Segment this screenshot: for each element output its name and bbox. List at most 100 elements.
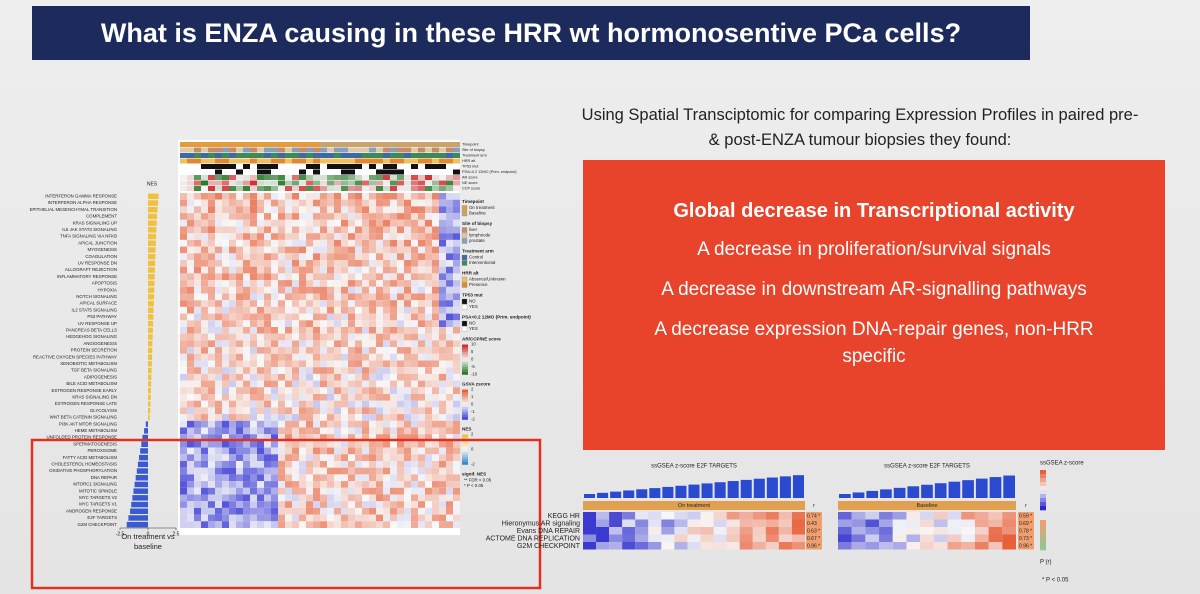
heatmap-cell	[257, 454, 264, 461]
heatmap-cell	[187, 353, 194, 361]
heatmap-cell	[390, 293, 397, 301]
heatmap-cell	[320, 333, 327, 341]
annotation-cell	[229, 153, 236, 158]
annotation-cell	[390, 164, 397, 169]
heatmap-cell	[285, 333, 292, 341]
heatmap-cell	[313, 239, 320, 247]
heatmap-cell	[257, 434, 264, 441]
legend-title: HRR alt	[462, 271, 479, 276]
heatmap-cell	[306, 206, 313, 214]
heatmap-cell	[180, 367, 187, 374]
heatmap-cell	[383, 494, 390, 502]
small-cell	[892, 512, 907, 520]
heatmap-cell	[180, 380, 187, 388]
annotation-cell	[271, 175, 278, 180]
small-cell	[988, 512, 1003, 520]
annotation-label: PSA<0.2 12MO (Prim. endpoint)	[462, 170, 517, 174]
heatmap-cell	[425, 474, 432, 482]
annotation-cell	[390, 158, 397, 164]
small-cell	[687, 527, 701, 535]
small-cell	[713, 527, 727, 535]
small-top-bar	[880, 489, 892, 498]
heatmap-cell	[243, 501, 250, 508]
heatmap-cell	[446, 360, 453, 368]
heatmap-cell	[425, 313, 432, 321]
heatmap-cell	[432, 487, 439, 495]
heatmap-cell	[271, 233, 278, 240]
heatmap-cell	[243, 380, 250, 388]
heatmap-cell	[390, 440, 397, 448]
annotation-cell	[187, 158, 194, 164]
legend-label: liver	[469, 227, 478, 232]
annotation-cell	[453, 158, 460, 164]
small-cell	[765, 519, 779, 527]
small-cell	[765, 534, 779, 542]
heatmap-cell	[180, 501, 187, 508]
scale-step	[462, 447, 468, 450]
scale-step	[462, 347, 468, 350]
heatmap-cell	[334, 266, 341, 274]
heatmap-cell	[446, 454, 453, 461]
annotation-cell	[215, 153, 222, 158]
annotation-cell	[208, 153, 215, 158]
heatmap-cell	[180, 353, 187, 361]
heatmap-cell	[243, 280, 250, 287]
heatmap-cell	[222, 474, 229, 482]
heatmap-cell	[215, 226, 222, 234]
heatmap-cell	[446, 206, 453, 214]
scale-label: -2	[471, 462, 475, 467]
small-scale-step	[1040, 474, 1046, 479]
signif-title: signif. NES	[462, 472, 486, 477]
small-cell	[596, 542, 610, 550]
heatmap-cell	[201, 193, 208, 200]
heatmap-cell	[355, 233, 362, 240]
heatmap-cell	[257, 373, 264, 381]
heatmap-cell	[341, 219, 348, 227]
small-scale-step	[1040, 502, 1046, 507]
annotation-cell	[201, 164, 208, 169]
heatmap-cell	[327, 360, 334, 368]
heatmap-cell	[383, 434, 390, 441]
heatmap-cell	[299, 487, 306, 495]
heatmap-cell	[187, 360, 194, 368]
annotation-cell	[313, 186, 320, 191]
heatmap-cell	[327, 260, 334, 267]
heatmap-cell	[439, 373, 446, 381]
heatmap-cell	[208, 394, 215, 401]
heatmap-cell	[229, 219, 236, 227]
annotation-cell	[180, 153, 187, 158]
heatmap-cell	[397, 306, 404, 314]
heatmap-cell	[194, 454, 201, 461]
heatmap-cell	[369, 474, 376, 482]
small-cell	[661, 534, 675, 542]
heatmap-cell	[348, 260, 355, 267]
heatmap-cell	[390, 514, 397, 522]
heatmap-cell	[383, 501, 390, 508]
heatmap-cell	[299, 253, 306, 260]
heatmap-cell	[341, 266, 348, 274]
annotation-cell	[222, 186, 229, 191]
heatmap-cell	[285, 420, 292, 428]
legend-label: Presence	[469, 282, 488, 287]
annotation-cell	[285, 186, 292, 191]
small-cell	[726, 534, 740, 542]
heatmap-cell	[236, 353, 243, 361]
heatmap-cell	[243, 507, 250, 515]
annotation-cell	[362, 147, 369, 153]
heatmap-cell	[187, 206, 194, 214]
heatmap-cell	[334, 373, 341, 381]
pathway-label: KRAS SIGNALING DN	[72, 395, 117, 400]
heatmap-cell	[313, 347, 320, 354]
scale-step	[462, 454, 468, 458]
nes-bar	[136, 468, 148, 474]
heatmap-cell	[397, 507, 404, 515]
heatmap-cell	[439, 407, 446, 415]
heatmap-cell	[306, 266, 313, 274]
heatmap-cell	[194, 507, 201, 515]
heatmap-cell	[271, 454, 278, 461]
heatmap-cell	[215, 246, 222, 254]
nes-bar	[132, 495, 148, 501]
annotation-cell	[271, 169, 278, 175]
heatmap-cell	[243, 373, 250, 381]
heatmap-cell	[446, 239, 453, 247]
